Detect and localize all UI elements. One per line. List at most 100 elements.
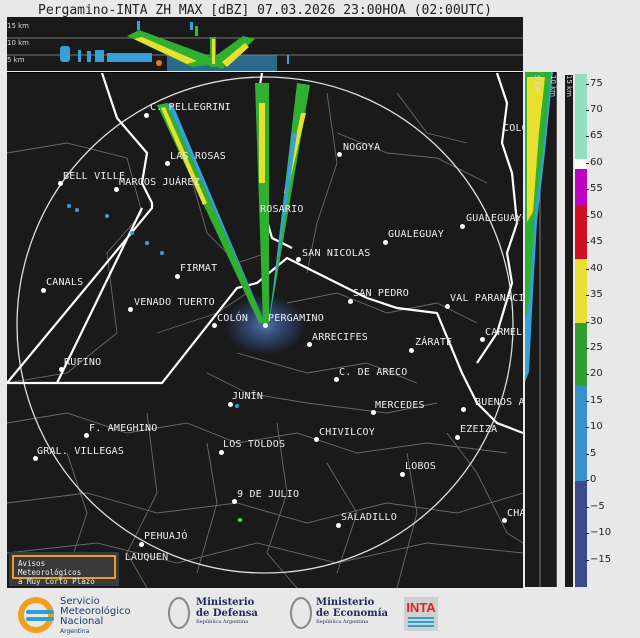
city-label: CANALS	[46, 277, 84, 288]
city-label: GRAL. VILLEGAS	[37, 446, 125, 457]
colorbar-tick: 20	[586, 368, 603, 380]
city-marker	[144, 113, 149, 118]
city-marker	[314, 437, 319, 442]
economia-text: República Argentina	[316, 619, 369, 625]
height-label: 15 km	[565, 75, 573, 587]
city-label: C. DE ARECO	[339, 367, 408, 378]
city-label: SAN PEDRO	[353, 288, 409, 299]
city-label: GUALEGUAYC	[466, 213, 523, 224]
smn-text: Argentina	[60, 628, 90, 635]
city-marker	[337, 152, 342, 157]
city-label: FIRMAT	[180, 263, 218, 274]
colorbar-segment	[575, 481, 587, 587]
inta-text: INTA	[406, 600, 436, 615]
colorbar-tick: 75	[586, 77, 603, 89]
city-label: COLÓN	[217, 313, 249, 324]
defensa-text: República Argentina	[196, 619, 249, 625]
map-layers	[7, 73, 523, 588]
city-marker	[165, 161, 170, 166]
city-marker	[348, 299, 353, 304]
city-marker	[445, 304, 450, 309]
radar-echoes	[67, 83, 310, 522]
colorbar-tick: 50	[586, 209, 603, 221]
colorbar-tick: 45	[586, 236, 603, 248]
colorbar-tick: 65	[586, 130, 603, 142]
city-marker	[228, 402, 233, 407]
height-label: 5 km	[7, 56, 25, 64]
colorbar-tick: 55	[586, 183, 603, 195]
city-label: BUENOS A	[475, 397, 523, 408]
city-label: MERCEDES	[375, 400, 425, 411]
colorbar-segment	[575, 259, 587, 323]
economia-text: de Economía	[316, 608, 389, 619]
city-marker	[59, 367, 64, 372]
colorbar-tick: 30	[586, 315, 603, 327]
city-label: F. AMEGHINO	[89, 423, 158, 434]
city-marker	[455, 435, 460, 440]
city-marker	[371, 410, 376, 415]
colorbar-tick: 60	[586, 156, 603, 168]
city-marker	[212, 323, 217, 328]
alert-line-2: a Muy Corto Plazo	[18, 577, 95, 586]
department-boundaries	[7, 92, 523, 588]
colorbar-segment	[575, 169, 587, 207]
city-marker	[84, 433, 89, 438]
city-label: TRENQUE LAUQUEN	[75, 552, 169, 563]
height-label: 5 km	[533, 75, 541, 93]
city-label: CHA	[507, 508, 523, 519]
colorbar-tick: 10	[586, 421, 603, 433]
top-profile-echoes	[7, 21, 523, 71]
city-marker	[460, 224, 465, 229]
smn-logo: Servicio Meteorológico Nacional Argentin…	[18, 597, 131, 637]
colorbar-tick: 35	[586, 289, 603, 301]
colorbar-segment	[575, 74, 587, 159]
colorbar-tick: 5	[585, 447, 597, 459]
colorbar-segment	[575, 158, 587, 170]
city-label: JUNÍN	[232, 391, 264, 402]
inta-logo: INTA	[404, 597, 438, 631]
city-marker	[175, 274, 180, 279]
defensa-text: Ministerio	[196, 597, 255, 608]
smn-logo-icon	[18, 597, 54, 633]
economia-logo: Ministerio de Economía República Argenti…	[316, 597, 388, 625]
defensa-text: de Defensa	[196, 608, 258, 619]
city-marker	[400, 472, 405, 477]
city-label: COLO	[503, 123, 523, 134]
city-label: PEHUAJÓ	[144, 531, 188, 542]
top-height-profile: 15 km 10 km 5 km	[7, 17, 523, 71]
alert-line-1: Avisos Meteorológicos	[18, 559, 82, 577]
city-label: VENADO TUERTO	[134, 297, 215, 308]
city-marker	[114, 187, 119, 192]
city-label: PERGAMINO	[268, 313, 324, 324]
city-marker	[139, 542, 144, 547]
colorbar-tick: 70	[586, 104, 603, 116]
colorbar-tick: −10	[585, 527, 612, 539]
defensa-logo: Ministerio de Defensa República Argentin…	[196, 597, 258, 625]
city-marker	[336, 523, 341, 528]
city-label: VAL PARANACI	[450, 293, 523, 304]
city-marker	[58, 181, 63, 186]
smn-text: Servicio	[60, 596, 100, 607]
city-label: LOBOS	[405, 461, 437, 472]
alert-button[interactable]: Avisos Meteorológicos a Muy Corto Plazo	[9, 552, 119, 586]
radar-map[interactable]: C. PELLEGRINI LAS ROSAS NOGOYA BELL VILLE MA…	[7, 72, 523, 588]
side-height-profile: 5 km 10 km	[525, 72, 557, 587]
coat-of-arms-icon	[290, 597, 312, 629]
colorbar-tick: 40	[586, 262, 603, 274]
city-label: SAN NICOLAS	[302, 248, 371, 259]
city-marker	[296, 257, 301, 262]
colorbar-segment	[575, 206, 587, 260]
city-label: CARMELO	[485, 327, 523, 338]
range-ring	[16, 76, 514, 574]
chart-title: Pergamino-INTA ZH MAX [dBZ] 07.03.2026 2…	[38, 3, 492, 18]
city-marker	[263, 323, 268, 328]
colorbar-tick: 15	[586, 394, 603, 406]
province-boundaries	[7, 73, 523, 435]
city-label: BELL VILLE	[63, 171, 126, 182]
side-profile-echoes	[525, 72, 557, 587]
city-marker	[33, 456, 38, 461]
city-marker	[480, 337, 485, 342]
city-label: ZÁRATE	[415, 337, 453, 348]
city-marker	[383, 240, 388, 245]
colorbar	[575, 74, 587, 587]
